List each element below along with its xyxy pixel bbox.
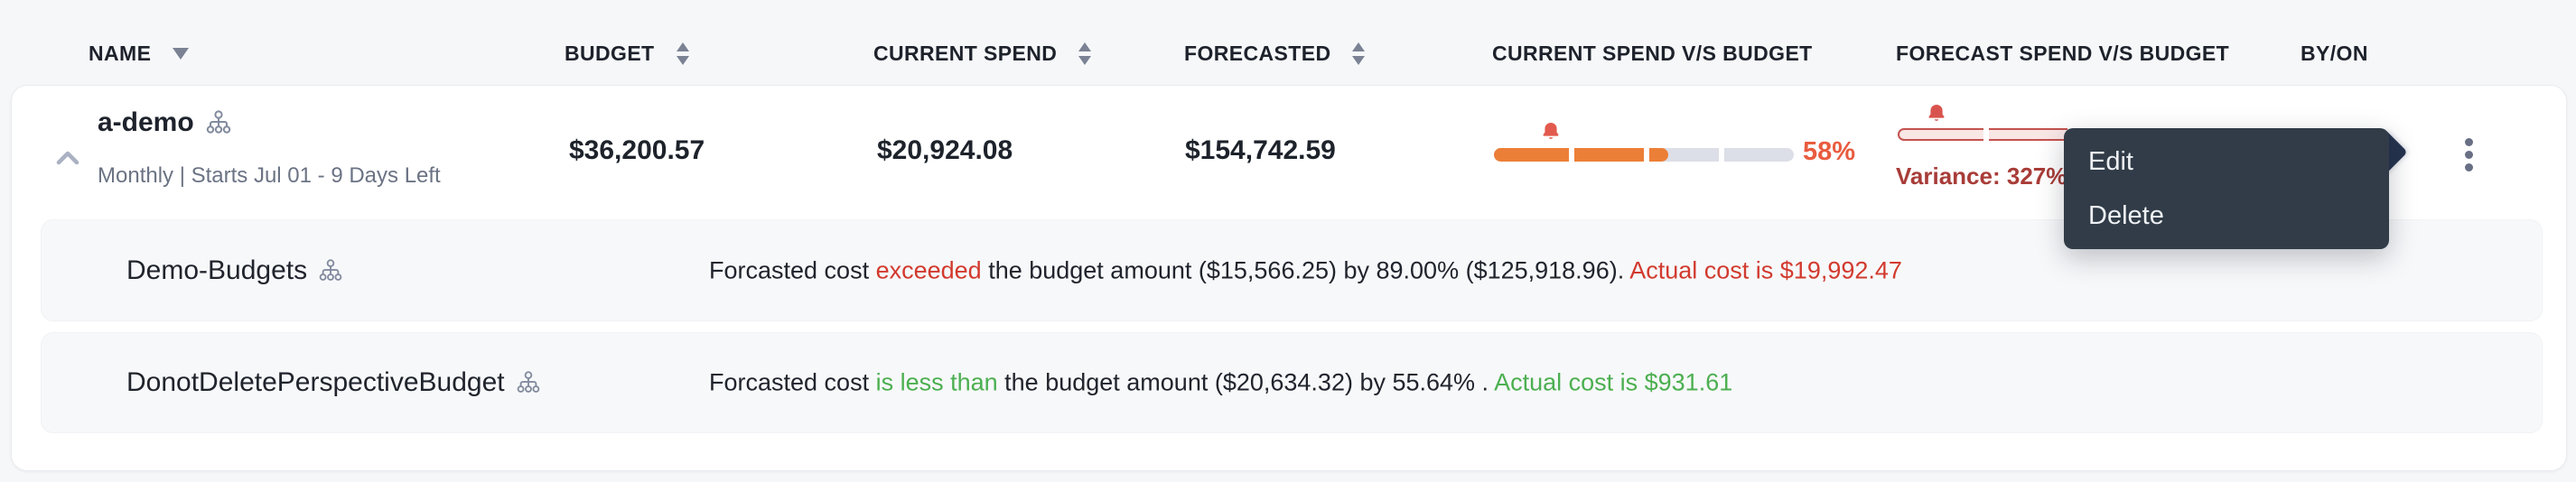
row-actions-kebab-button[interactable] xyxy=(2445,131,2492,178)
budget-amount: $36,200.57 xyxy=(569,135,705,165)
row-context-menu: Edit Delete xyxy=(2064,128,2389,249)
message-detail: the budget amount ($15,566.25) by 89.00%… xyxy=(981,256,1630,283)
column-label: BY/ON xyxy=(2301,42,2368,65)
bell-icon xyxy=(1543,123,1559,139)
column-label: CURRENT SPEND V/S BUDGET xyxy=(1492,42,1813,65)
budget-name-cell: a-demo xyxy=(98,107,232,138)
message-actual-cost: Actual cost is $931.61 xyxy=(1494,368,1733,396)
budget-schedule: Monthly | Starts Jul 01 - 9 Days Left xyxy=(98,163,441,188)
sitemap-icon xyxy=(319,258,342,281)
child-budget-name-cell: Demo-Budgets xyxy=(126,255,343,286)
sort-both-icon[interactable] xyxy=(1078,42,1092,65)
column-label: CURRENT SPEND xyxy=(873,42,1058,65)
column-header-budget[interactable]: BUDGET xyxy=(565,42,689,66)
menu-item-edit[interactable]: Edit xyxy=(2088,146,2133,176)
sort-both-icon[interactable] xyxy=(676,42,689,65)
child-budget-name: Demo-Budgets xyxy=(126,255,308,285)
sort-both-icon[interactable] xyxy=(1352,42,1366,65)
message-prefix: Forcasted cost xyxy=(709,256,876,283)
current-vs-budget-percent: 58% xyxy=(1803,137,1856,166)
column-header-forecast-vs-budget: FORECAST SPEND V/S BUDGET xyxy=(1896,42,2229,66)
column-header-name[interactable]: NAME xyxy=(89,42,190,66)
message-detail: the budget amount ($20,634.32) by 55.64%… xyxy=(997,368,1495,396)
message-actual-cost: Actual cost is $19,992.47 xyxy=(1629,256,1902,283)
child-budget-row: Demo-Budgets Forcasted cost exceeded the… xyxy=(41,219,2543,321)
bell-icon xyxy=(1928,105,1945,121)
sort-down-icon[interactable] xyxy=(173,48,190,60)
child-budget-name-cell: DonotDeletePerspectiveBudget xyxy=(126,367,541,398)
menu-item-delete[interactable]: Delete xyxy=(2088,200,2164,230)
budget-message: Forcasted cost is less than the budget a… xyxy=(709,369,1732,397)
chevron-up-icon xyxy=(56,151,79,165)
column-label: FORECAST SPEND V/S BUDGET xyxy=(1896,42,2230,65)
column-label: FORECASTED xyxy=(1184,42,1331,65)
current-vs-budget-bar-fill xyxy=(1494,148,1668,162)
forecast-variance-label: Variance: 327% xyxy=(1896,162,2067,190)
child-budget-row: DonotDeletePerspectiveBudget Forcasted c… xyxy=(41,332,2543,433)
sitemap-icon xyxy=(517,371,539,393)
child-budget-name: DonotDeletePerspectiveBudget xyxy=(126,367,505,397)
column-header-current-vs-budget: CURRENT SPEND V/S BUDGET xyxy=(1492,42,1813,66)
column-header-forecasted[interactable]: FORECASTED xyxy=(1184,42,1366,66)
budget-name: a-demo xyxy=(98,107,194,137)
kebab-menu-icon xyxy=(2464,137,2473,146)
message-status: exceeded xyxy=(875,256,982,283)
forecasted-amount: $154,742.59 xyxy=(1185,135,1336,165)
current-vs-budget-bar xyxy=(1494,123,1794,162)
collapse-row-button[interactable] xyxy=(48,138,88,178)
column-header-current-spend[interactable]: CURRENT SPEND xyxy=(873,42,1092,66)
message-status: is less than xyxy=(875,368,998,396)
column-label: NAME xyxy=(89,42,152,65)
column-header-by-on: BY/ON xyxy=(2301,42,2368,66)
message-prefix: Forcasted cost xyxy=(709,368,876,396)
column-label: BUDGET xyxy=(565,42,655,65)
sitemap-icon xyxy=(206,110,230,134)
budget-message: Forcasted cost exceeded the budget amoun… xyxy=(709,256,1902,284)
current-spend-amount: $20,924.08 xyxy=(877,135,1013,165)
